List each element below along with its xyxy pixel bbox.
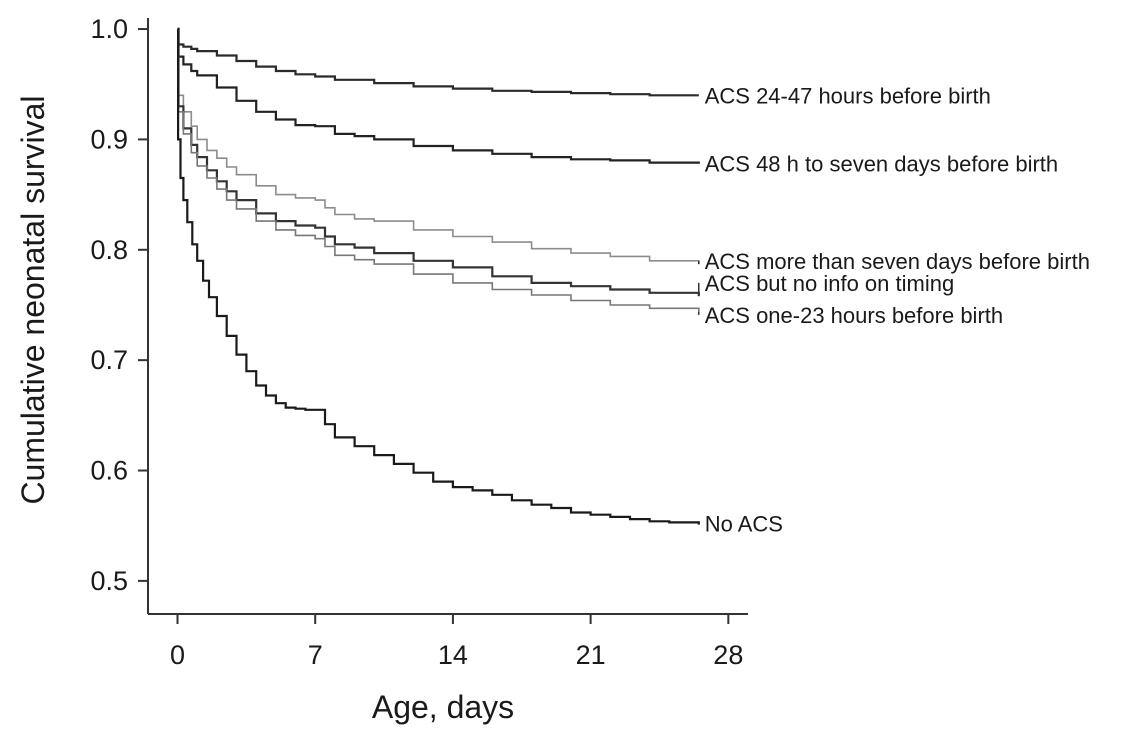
x-axis-title: Age, days [372,689,514,725]
series-lines [177,27,700,525]
x-tick-label: 21 [576,640,606,670]
y-tick-label: 0.8 [90,235,128,265]
series-label: ACS but no info on timing [705,271,954,296]
y-tick-label: 0.6 [90,456,128,486]
axes [147,18,748,615]
y-tick-label: 1.0 [90,14,128,44]
y-tick-label: 0.9 [90,124,128,154]
series-line-5 [177,28,700,312]
series-line-1 [177,27,699,97]
y-tick-label: 0.7 [90,345,128,375]
x-tick-label: 28 [713,640,743,670]
series-label: ACS one-23 hours before birth [705,303,1003,328]
series-line-3 [177,28,700,265]
x-axis-ticks: 0 7 14 21 28 [170,614,743,670]
series-label: ACS 24-47 hours before birth [705,83,991,108]
y-axis-title: Cumulative neonatal survival [15,95,51,504]
series-line-2 [177,27,700,164]
series-label: No ACS [705,511,783,536]
x-tick-label: 14 [438,640,468,670]
series-line-6 [177,27,700,525]
x-tick-label: 7 [308,640,323,670]
y-tick-label: 0.5 [90,566,128,596]
series-end-labels: ACS 24-47 hours before birth ACS 48 h to … [697,83,1090,536]
series-label: ACS 48 h to seven days before birth [705,152,1058,177]
series-label: ACS more than seven days before birth [705,249,1090,274]
x-tick-label: 0 [170,640,185,670]
y-axis-ticks: 0.5 0.6 0.7 0.8 0.9 1.0 [90,14,148,596]
